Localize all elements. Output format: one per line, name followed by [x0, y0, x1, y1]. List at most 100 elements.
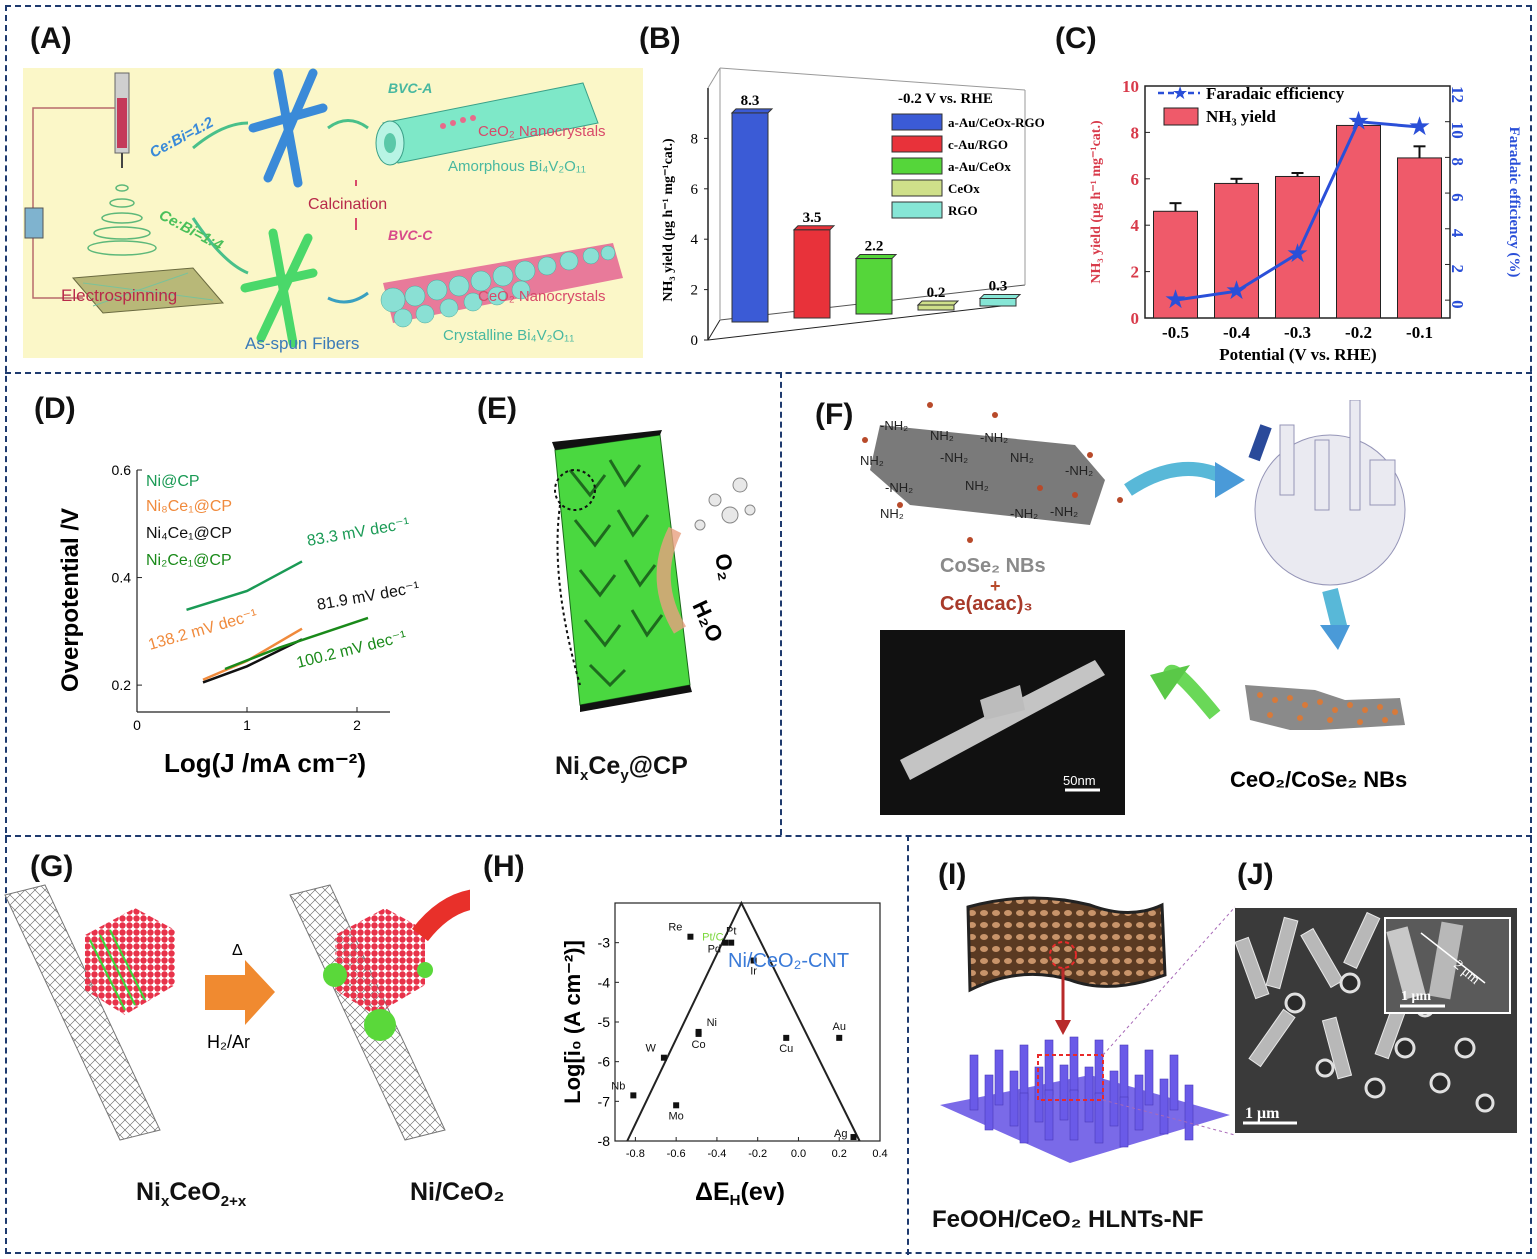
crystalline-label: Crystalline Bi₄V₂O₁₁ [443, 327, 574, 344]
c-fe-point: ★ [1347, 107, 1370, 136]
e-caption: NixCey@CP [555, 752, 688, 784]
h-xtick-label: -0.4 [707, 1148, 726, 1160]
c-bar [1214, 182, 1259, 319]
svg-text:★: ★ [1172, 83, 1188, 103]
h-xtick-label: -0.2 [748, 1148, 767, 1160]
h-point [673, 1102, 680, 1109]
panel-c-label: (C) [1055, 22, 1097, 55]
d-series-line [202, 627, 303, 681]
bvc-a-label: BVC-A [388, 80, 432, 96]
b-bar-top [978, 293, 1022, 299]
h-point-label: Pd [708, 944, 721, 956]
b-legend-entry: RGO [948, 203, 978, 218]
b-legend-swatch [891, 135, 943, 153]
svg-text:Ni₄Ce₁@CP: Ni₄Ce₁@CP [146, 525, 232, 542]
svg-text:NH₂: NH₂ [880, 506, 904, 521]
c-ytick-label: 0 [1131, 309, 1140, 328]
b-legend-swatch [891, 201, 943, 219]
row-separator-2 [5, 835, 1532, 837]
h-point-label: Nb [611, 1080, 625, 1092]
c-y2tick-label: 12 [1448, 86, 1467, 103]
c-y2tick-label: 8 [1448, 157, 1467, 166]
h-point-label: Cu [779, 1043, 793, 1055]
panel-e-electrode-schematic: O₂ H₂O [552, 430, 756, 712]
b-bar-top [792, 225, 836, 231]
panel-c-bar-line-chart: ★ ★ ★ ★ ★ 0 2 4 6 8 10 0 2 4 6 8 10 12 -0.5 -0.4 -0.3 -0.2 -0… [1089, 77, 1522, 364]
c-bar [1336, 124, 1381, 319]
h-ytick-label: -4 [598, 974, 611, 990]
svg-text:138.2 mV dec⁻¹: 138.2 mV dec⁻¹ [146, 606, 259, 653]
as-spun-fibers-green [240, 228, 318, 348]
h-point [660, 1054, 667, 1061]
g-left-caption: NixCeO2+x [136, 1178, 247, 1210]
h-point-label: Pt [726, 926, 736, 938]
f-scale-label: 50nm [1063, 773, 1096, 788]
electrospinning-label: Electrospinning [61, 286, 177, 305]
column-separator-bottom [907, 835, 909, 1255]
b-legend-entry: CeOx [948, 181, 980, 196]
h-point [850, 1134, 857, 1141]
d-xtick-label: 1 [243, 717, 251, 733]
c-legend-nh3: NH₃ yield [1206, 107, 1276, 126]
f-plus: + [990, 576, 1001, 596]
b-legend-swatch [891, 179, 943, 197]
svg-text:Ni@CP: Ni@CP [146, 473, 200, 490]
h-xlabel: ΔEH(ev) [695, 1178, 785, 1209]
j-inset-scale: 1 μm [1401, 989, 1431, 1004]
h-point [722, 939, 729, 946]
d-xtick-label: 0 [133, 717, 141, 733]
h-point [783, 1034, 790, 1041]
panel-j-label: (J) [1237, 858, 1274, 891]
d-legend: Ni@CP Ni₈Ce₁@CP Ni₄Ce₁@CP Ni₂Ce₁@CP [146, 473, 232, 569]
f-ceacac-label: Ce(acac)₃ [940, 593, 1033, 615]
b-ytick-label: 2 [691, 283, 699, 299]
c-ytick-label: 6 [1131, 170, 1140, 189]
panel-f-label: (F) [815, 398, 854, 431]
c-y2tick-label: 2 [1448, 264, 1467, 273]
h-point [728, 939, 735, 946]
panel-h-label: (H) [483, 850, 525, 883]
c-fe-point: ★ [1408, 112, 1431, 141]
h-point-label: Mo [669, 1110, 684, 1122]
d-series-line [202, 638, 303, 684]
j-scale-label: 1 μm [1245, 1105, 1280, 1122]
panel-h-volcano-plot: -3 -4 -5 -6 -7 -8 -0.8 -0.6 -0.4 -0.2 0.0 0.2 0.4 Re… [560, 900, 888, 1209]
b-bar-value: 0.2 [927, 285, 946, 301]
b-bar [979, 297, 1017, 307]
h-xtick-label: 0.2 [832, 1148, 847, 1160]
amorphous-label: Amorphous Bi₄V₂O₁₁ [448, 158, 586, 175]
svg-text:-NH₂: -NH₂ [980, 430, 1008, 445]
b-legend: -0.2 V vs. RHE a-Au/CeOx-RGO c-Au/RGO a-Au… [891, 91, 1045, 219]
h-annotation: Ni/CeO₂-CNT [728, 950, 849, 972]
panel-g-label: (G) [30, 850, 74, 883]
svg-text:NH₂: NH₂ [930, 428, 954, 443]
c-fe-point: ★ [1286, 239, 1309, 268]
b-legend-title: -0.2 V vs. RHE [898, 91, 993, 107]
panel-g-nanoparticle-schematic: Δ H₂/Ar [4, 884, 470, 1141]
i-caption: FeOOH/CeO₂ HLNTs-NF [932, 1206, 1204, 1233]
c-fe-point: ★ [1225, 276, 1248, 305]
c-bar [1397, 157, 1442, 319]
c-xtick-label: -0.3 [1284, 323, 1311, 342]
h-xtick-label: -0.8 [626, 1148, 645, 1160]
svg-text:NH₂: NH₂ [860, 453, 884, 468]
c-ytick-label: 2 [1131, 263, 1140, 282]
b-bar-value: 8.3 [741, 93, 760, 109]
svg-text:Ni₂Ce₁@CP: Ni₂Ce₁@CP [146, 552, 232, 569]
column-separator-top [780, 372, 782, 835]
b-ytick-label: 0 [691, 333, 699, 349]
g-gas: H₂/Ar [207, 1032, 250, 1052]
b-ytick-label: 4 [691, 232, 699, 248]
panel-a-schematic: Ce:Bi=1:2 Ce:Bi=1:4 Electrospinning As-s… [23, 68, 643, 358]
h-ytick-label: -7 [598, 1093, 611, 1109]
h-point-label: Ni [707, 1017, 717, 1029]
c-ylabel: NH₃ yield (μg h⁻¹ mg⁻¹cat.) [1089, 120, 1104, 284]
reactor-flask [1254, 400, 1406, 586]
svg-text:-NH₂: -NH₂ [880, 418, 908, 433]
h-xtick-label: 0.4 [872, 1148, 887, 1160]
svg-text:-NH₂: -NH₂ [1065, 463, 1093, 478]
h-point [836, 1034, 843, 1041]
c-xtick-label: -0.1 [1406, 323, 1433, 342]
g-delta: Δ [232, 942, 243, 959]
panel-j-sem-image: 2 μm 1 μm 1 μm [1235, 908, 1517, 1133]
